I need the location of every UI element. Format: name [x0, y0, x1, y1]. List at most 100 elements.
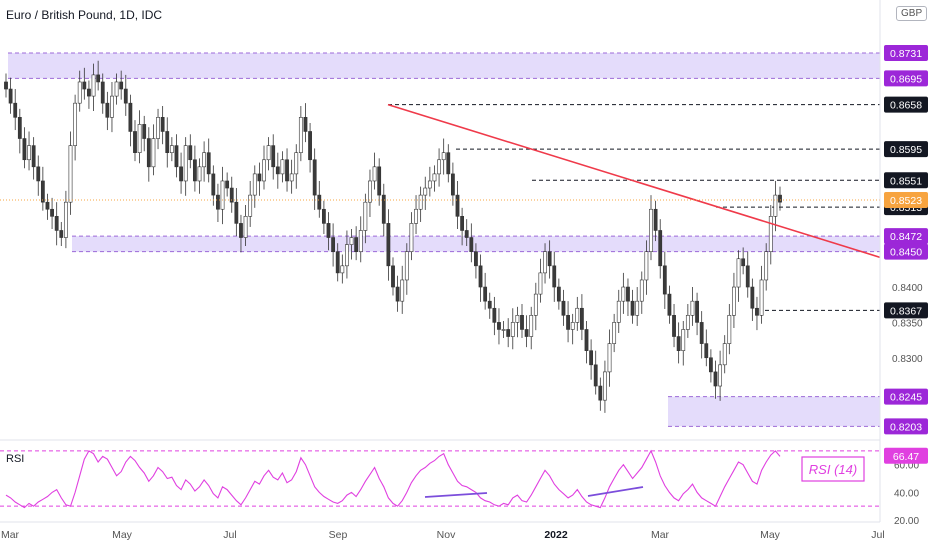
price-axis[interactable]: 0.8400 0.8350 0.8300 — [892, 283, 923, 365]
candle — [621, 272, 626, 314]
candle-body — [4, 81, 8, 90]
candle-body — [165, 131, 170, 153]
candle-body — [446, 152, 451, 175]
candle — [589, 339, 594, 380]
candle — [427, 166, 432, 197]
candle — [538, 258, 543, 303]
candle-body — [708, 357, 713, 373]
candle-body — [308, 131, 312, 161]
candle — [275, 152, 280, 189]
candle — [331, 223, 336, 267]
candle-body — [8, 88, 13, 104]
x-axis[interactable]: Mar May Jul Sep Nov 2022 Mar May Jul — [1, 529, 885, 541]
candle — [681, 320, 686, 366]
candle — [243, 205, 248, 247]
level-label-0.8472: 0.8472 — [884, 228, 928, 245]
x-tick-label: Jul — [871, 529, 884, 541]
candle — [672, 304, 676, 348]
candle-body — [464, 230, 469, 238]
candle — [77, 70, 82, 112]
candlestick-series — [4, 60, 782, 413]
candle — [285, 148, 289, 192]
level-label-text: 0.8695 — [890, 73, 922, 85]
candle-body — [676, 336, 681, 351]
candle — [464, 219, 469, 247]
candle-body — [372, 166, 377, 182]
candle-body — [575, 307, 580, 323]
level-label-text: 0.8731 — [890, 48, 922, 60]
candle-body — [653, 208, 658, 231]
candle-body — [119, 81, 124, 90]
candle-body — [699, 322, 704, 344]
candle — [501, 320, 506, 338]
candle-body — [317, 194, 322, 210]
candle-body — [368, 180, 372, 203]
candle-body — [197, 166, 202, 182]
level-label-box — [884, 96, 928, 113]
candle-body — [400, 279, 405, 302]
candle — [188, 134, 193, 169]
candle-body — [607, 343, 612, 373]
price-level-labels: 0.87310.86950.86580.85950.85510.85130.84… — [884, 44, 928, 435]
candle — [280, 151, 285, 183]
candle — [50, 197, 54, 230]
candle-body — [589, 350, 594, 366]
candle — [123, 74, 128, 116]
candle — [308, 122, 312, 173]
candle — [252, 165, 257, 208]
candle-body — [40, 180, 45, 203]
candle — [257, 162, 262, 196]
candle — [206, 138, 211, 183]
candle — [708, 349, 713, 383]
candle-body — [303, 117, 308, 132]
candle-body — [216, 194, 220, 210]
candle — [386, 209, 391, 281]
candle-body — [455, 194, 460, 217]
current-price-text: 0.8523 — [890, 195, 922, 207]
candle — [317, 180, 322, 218]
candle-body — [497, 322, 501, 330]
candle-body — [160, 117, 165, 132]
candle — [423, 176, 428, 210]
candle-body — [326, 223, 331, 238]
candle-body — [151, 138, 156, 168]
candle — [612, 313, 617, 353]
candle-body — [667, 293, 672, 316]
rsi-axis[interactable]: 60.00 40.00 20.00 — [894, 461, 919, 527]
candle — [626, 278, 630, 317]
candle-body — [105, 102, 110, 118]
candle-body — [45, 201, 50, 210]
candle — [220, 166, 225, 225]
candle-body — [59, 230, 64, 238]
currency-badge[interactable]: GBP — [896, 6, 928, 21]
candle — [685, 304, 690, 338]
candle-body — [510, 322, 515, 337]
candle-body — [395, 286, 400, 302]
candle — [547, 240, 552, 279]
candle-body — [179, 166, 183, 182]
candle — [699, 311, 704, 359]
candle — [639, 271, 644, 314]
candle — [40, 166, 45, 211]
candle — [142, 115, 147, 152]
candle — [497, 308, 501, 345]
candle-body — [192, 159, 197, 182]
candle — [409, 212, 414, 261]
candle-body — [524, 329, 529, 337]
candle — [294, 144, 299, 189]
candle-body — [649, 208, 653, 252]
candle — [414, 195, 418, 234]
candle-body — [474, 251, 478, 267]
level-label-0.8450: 0.8450 — [884, 243, 928, 260]
candle — [17, 108, 22, 154]
candle — [713, 360, 718, 399]
candle — [690, 287, 695, 326]
candle — [133, 120, 137, 162]
candle — [326, 212, 331, 251]
candle-body — [556, 286, 561, 302]
rsi-legend-box — [801, 456, 865, 482]
candle — [54, 202, 59, 246]
candle-body — [732, 286, 736, 316]
candle-body — [695, 300, 699, 323]
candle-body — [538, 272, 543, 295]
